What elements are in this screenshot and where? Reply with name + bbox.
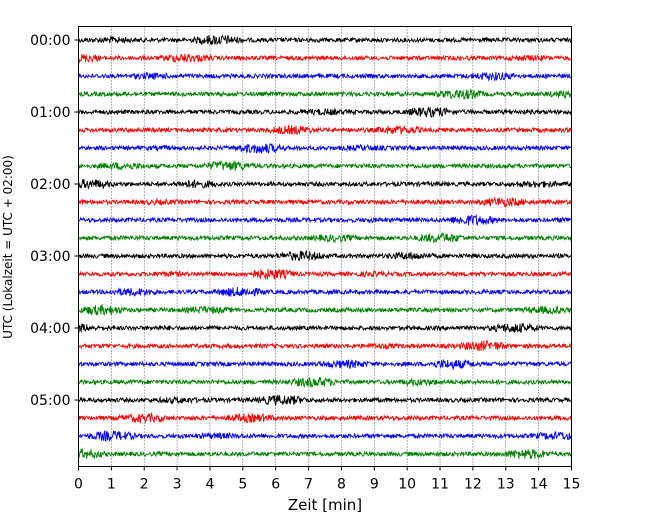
trace-line [78, 179, 572, 190]
x-axis-label: Zeit [min] [288, 496, 362, 514]
x-tick-label: 14 [530, 477, 548, 493]
x-tick-label: 6 [271, 477, 280, 493]
y-tick-label: 00:00 [30, 33, 70, 49]
x-tick-label: 9 [370, 477, 379, 493]
x-tick-label: 11 [431, 477, 449, 493]
trace-line [78, 448, 572, 460]
y-tick-label: 04:00 [30, 321, 70, 337]
trace-line [78, 159, 572, 172]
trace-line [78, 88, 572, 100]
trace-line [78, 303, 572, 317]
trace-line [78, 376, 572, 389]
x-tick-label: 0 [74, 477, 83, 493]
trace-line [78, 394, 572, 407]
y-axis-ticks: 00:00 01:00 02:00 03:00 04:00 05:00 [30, 33, 79, 409]
x-tick-label: 12 [464, 477, 482, 493]
trace-line [78, 340, 572, 352]
trace-line [78, 106, 572, 118]
x-tick-label: 7 [304, 477, 313, 493]
y-tick-label: 01:00 [30, 105, 70, 121]
y-tick-label: 02:00 [30, 177, 70, 193]
x-tick-label: 8 [337, 477, 346, 493]
trace-line [78, 232, 572, 244]
trace-line [78, 286, 572, 297]
y-tick-label: 03:00 [30, 249, 70, 265]
trace-line [78, 124, 572, 136]
trace-line [78, 213, 572, 227]
trace-line [78, 322, 572, 334]
plot-frame [78, 26, 572, 467]
y-tick-label: 05:00 [30, 393, 70, 409]
trace-line [78, 34, 572, 46]
trace-line [78, 196, 572, 208]
trace-line [78, 249, 572, 262]
trace-line [78, 71, 572, 82]
x-tick-label: 10 [398, 477, 416, 493]
trace-line [78, 411, 572, 424]
grid-lines [111, 26, 539, 467]
x-tick-label: 13 [497, 477, 515, 493]
x-tick-label: 15 [563, 477, 581, 493]
x-axis-ticks: 0 1 2 3 4 5 6 7 8 9 10 11 12 13 14 15 [74, 466, 581, 493]
x-tick-label: 3 [173, 477, 182, 493]
seismic-traces [78, 34, 572, 460]
x-tick-label: 1 [107, 477, 116, 493]
trace-line [78, 143, 572, 155]
x-tick-label: 4 [206, 477, 215, 493]
x-tick-label: 2 [140, 477, 149, 493]
x-tick-label: 5 [238, 477, 247, 493]
y-axis-label: UTC (Lokalzeit = UTC + 02:00) [1, 155, 15, 339]
trace-line [78, 268, 572, 281]
trace-line [78, 429, 572, 443]
trace-line [78, 358, 572, 371]
trace-line [78, 53, 572, 64]
